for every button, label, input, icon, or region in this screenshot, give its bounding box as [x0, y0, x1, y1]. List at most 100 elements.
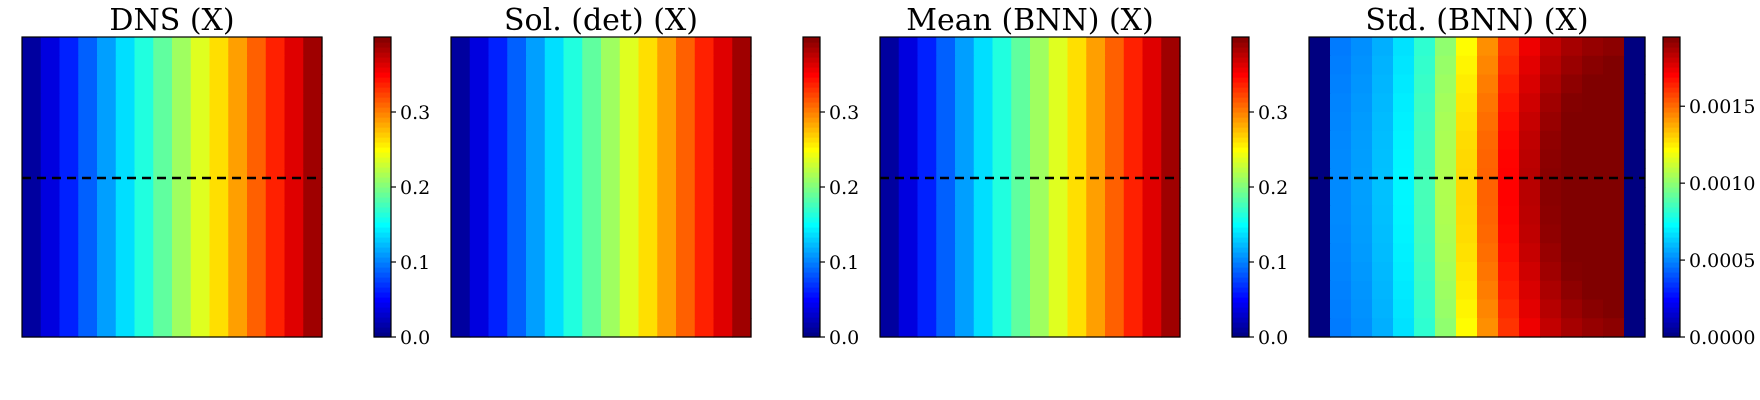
- colorbar-segment: [1232, 92, 1249, 98]
- heatmap-cell: [694, 74, 715, 94]
- heatmap-cell: [1067, 74, 1087, 94]
- heatmap-cell: [1582, 187, 1604, 207]
- heatmap-cell: [544, 74, 565, 94]
- heatmap-cell: [898, 299, 919, 319]
- colorbar-segment: [374, 282, 391, 288]
- heatmap-cell: [1048, 262, 1069, 282]
- heatmap-cell: [59, 224, 79, 244]
- heatmap-cell: [526, 149, 546, 169]
- heatmap-cell: [209, 243, 229, 263]
- heatmap-cell: [1330, 55, 1352, 76]
- heatmap-cell: [451, 205, 471, 226]
- heatmap-cell: [638, 130, 658, 151]
- heatmap-cell: [973, 243, 994, 263]
- heatmap-cell: [134, 74, 154, 94]
- heatmap-cell: [1105, 55, 1125, 76]
- heatmap-cell: [1561, 262, 1583, 282]
- heatmap-cell: [1414, 112, 1436, 132]
- heatmap-cell: [1372, 37, 1394, 57]
- heatmap-cell: [265, 224, 286, 244]
- heatmap-cell: [265, 74, 286, 94]
- colorbar-segment: [1232, 222, 1249, 228]
- heatmap-cell: [713, 74, 733, 94]
- heatmap-cell: [97, 318, 117, 338]
- heatmap-cell: [638, 149, 658, 169]
- heatmap-cell: [1330, 299, 1352, 319]
- heatmap-cell: [190, 168, 211, 188]
- heatmap-cell: [526, 55, 546, 76]
- colorbar-segment: [374, 317, 391, 323]
- heatmap-cell: [40, 299, 61, 319]
- heatmap-cell: [488, 205, 508, 226]
- heatmap-cell: [40, 205, 61, 226]
- heatmap-cell: [190, 93, 211, 113]
- colorbar-segment: [374, 127, 391, 133]
- heatmap-cell: [247, 149, 267, 169]
- heatmap-cell: [1477, 280, 1499, 301]
- heatmap-cell: [22, 318, 42, 338]
- heatmap-cell: [732, 130, 752, 151]
- heatmap-cell: [1540, 37, 1562, 57]
- heatmap-cell: [1067, 187, 1087, 207]
- heatmap-cell: [1624, 187, 1646, 207]
- heatmap-cell: [469, 55, 490, 76]
- heatmap-cell: [1582, 205, 1604, 226]
- colorbar-segment: [374, 62, 391, 68]
- colorbar-segment: [374, 187, 391, 193]
- heatmap-cell: [469, 262, 490, 282]
- heatmap-cell: [1351, 280, 1373, 301]
- heatmap-cell: [1498, 112, 1520, 132]
- heatmap-cell: [303, 74, 323, 94]
- heatmap-cell: [955, 149, 975, 169]
- heatmap-cell: [190, 318, 211, 338]
- heatmap-cell: [59, 262, 79, 282]
- heatmap-cell: [190, 243, 211, 263]
- heatmap-cell: [732, 37, 752, 57]
- heatmap-cell: [1498, 205, 1520, 226]
- heatmap-cell: [1030, 243, 1050, 263]
- heatmap-cell: [1561, 55, 1583, 76]
- colorbar-segment: [374, 142, 391, 148]
- heatmap-cell: [638, 243, 658, 263]
- heatmap-cell: [1624, 37, 1646, 57]
- heatmap-cell: [1456, 280, 1478, 301]
- heatmap-cell: [1351, 149, 1373, 169]
- heatmap-cell: [303, 205, 323, 226]
- heatmap-cell: [134, 93, 154, 113]
- heatmap-cell: [228, 262, 248, 282]
- colorbar-segment: [1663, 237, 1680, 243]
- heatmap-cell: [936, 74, 956, 94]
- heatmap-cell: [1086, 205, 1106, 226]
- heatmap-cell: [563, 74, 583, 94]
- heatmap-cell: [228, 55, 248, 76]
- heatmap-cell: [973, 280, 994, 301]
- colorbar-segment: [803, 332, 820, 338]
- heatmap-cell: [284, 37, 304, 57]
- heatmap-cell: [992, 74, 1012, 94]
- heatmap-cell: [247, 299, 267, 319]
- heatmap-cell: [488, 112, 508, 132]
- heatmap-cell: [1351, 55, 1373, 76]
- heatmap-cell: [1086, 55, 1106, 76]
- colorbar-segment: [374, 212, 391, 218]
- heatmap-cell: [1624, 168, 1646, 188]
- heatmap-cell: [1330, 205, 1352, 226]
- heatmap-cell: [1142, 130, 1162, 151]
- heatmap-cell: [209, 149, 229, 169]
- heatmap-cell: [1456, 224, 1478, 244]
- heatmap-cell: [488, 262, 508, 282]
- colorbar-segment: [1663, 182, 1680, 188]
- colorbar-segment: [1232, 237, 1249, 243]
- heatmap-cell: [22, 224, 42, 244]
- colorbar-segment: [803, 202, 820, 208]
- colorbar-segment: [374, 202, 391, 208]
- heatmap-cell: [526, 243, 546, 263]
- heatmap-cell: [1372, 74, 1394, 94]
- heatmap-cell: [1561, 318, 1583, 338]
- colorbar-segment: [374, 37, 391, 43]
- heatmap-cell: [469, 37, 490, 57]
- heatmap-cell: [190, 224, 211, 244]
- colorbar-segment: [1232, 332, 1249, 338]
- heatmap-cell: [1603, 299, 1625, 319]
- heatmap-cell: [1456, 243, 1478, 263]
